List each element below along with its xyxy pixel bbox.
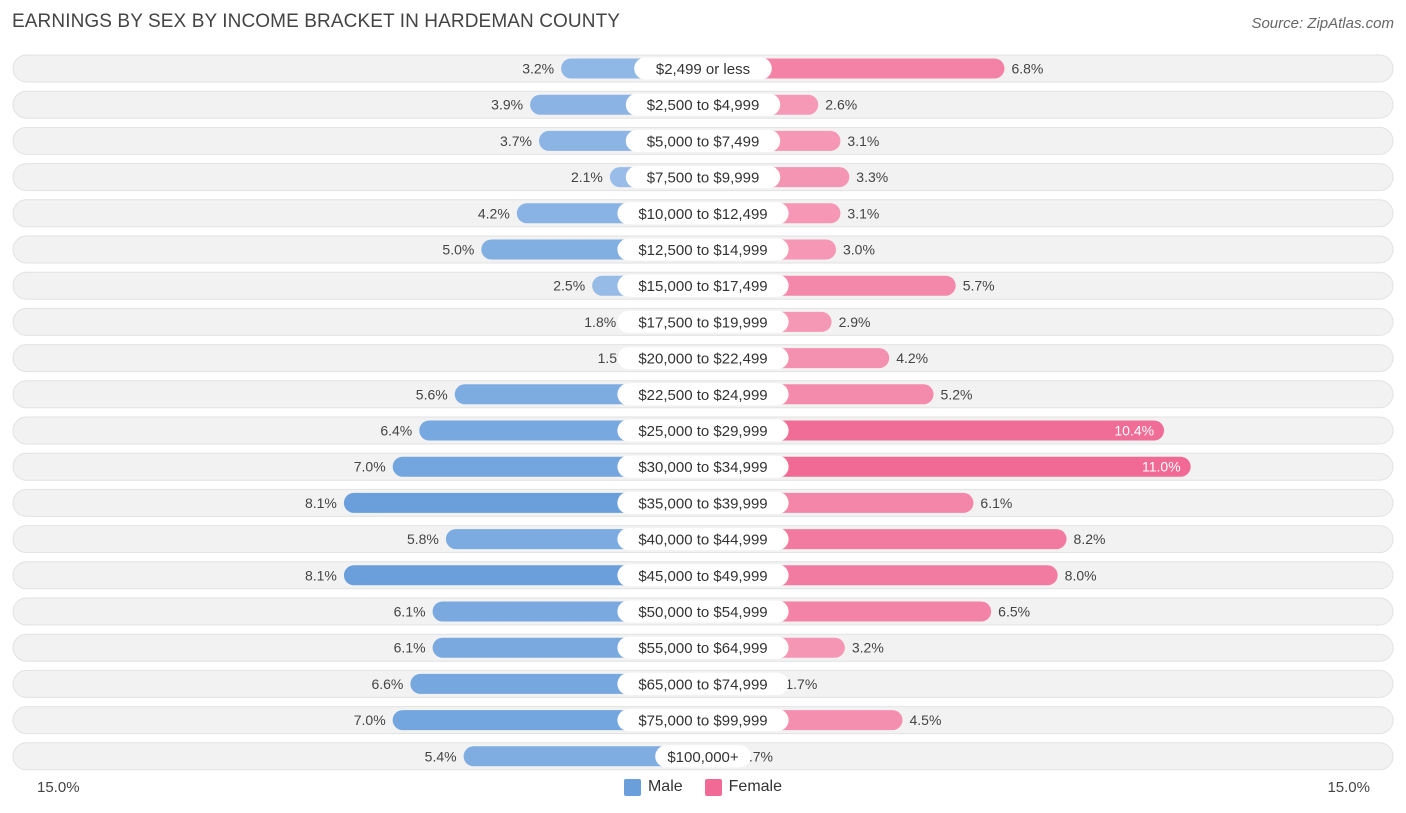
category-pill [634, 57, 772, 80]
category-label: $75,000 to $99,999 [638, 713, 767, 730]
category-pill [655, 745, 751, 768]
value-label-female: 10.4% [1114, 423, 1154, 439]
value-label-male: 5.4% [425, 748, 457, 764]
value-label-male: 6.4% [380, 423, 412, 439]
legend-label-female: Female [728, 778, 783, 795]
value-label-male: 6.6% [371, 676, 403, 692]
axis-left-label: 15.0% [37, 779, 80, 796]
value-label-female: 3.3% [856, 169, 888, 185]
category-label: $12,500 to $14,999 [638, 242, 767, 259]
value-label-female: 3.0% [843, 242, 875, 258]
category-pill [617, 528, 789, 551]
bar-male [343, 492, 703, 513]
category-pill [617, 238, 789, 261]
bar-male [343, 565, 703, 586]
value-label-female: 5.2% [941, 386, 973, 402]
value-label-male: 1.8% [584, 314, 616, 330]
category-label: $17,500 to $19,999 [638, 314, 767, 331]
bar-female [703, 420, 1165, 441]
value-label-male: 6.1% [394, 640, 426, 656]
category-pill [617, 202, 789, 225]
value-label-female: 3.1% [847, 133, 879, 149]
value-label-male: 2.1% [571, 169, 603, 185]
category-label: $15,000 to $17,499 [638, 278, 767, 295]
category-pill [617, 709, 789, 732]
category-label: $2,499 or less [656, 61, 750, 78]
bar-female [703, 58, 1005, 79]
bar-female [703, 529, 1067, 550]
value-label-female: 6.1% [980, 495, 1012, 511]
value-label-female: 5.7% [963, 278, 995, 294]
bar-female [703, 456, 1191, 477]
category-label: $35,000 to $39,999 [638, 495, 767, 512]
category-pill [617, 274, 789, 297]
value-label-male: 2.5% [553, 278, 585, 294]
value-label-male: 7.0% [354, 459, 386, 475]
legend: Male Female [0, 778, 1406, 796]
source-credit: Source: ZipAtlas.com [1251, 15, 1394, 32]
category-pill [617, 419, 789, 442]
category-pill [617, 491, 789, 514]
value-label-female: 2.6% [825, 97, 857, 113]
category-label: $10,000 to $12,499 [638, 206, 767, 223]
category-label: $65,000 to $74,999 [638, 676, 767, 693]
value-label-female: 6.5% [998, 604, 1030, 620]
value-label-male: 4.2% [478, 205, 510, 221]
value-label-male: 6.1% [394, 604, 426, 620]
category-pill [625, 166, 781, 189]
category-pill [617, 455, 789, 478]
category-label: $25,000 to $29,999 [638, 423, 767, 440]
value-label-male: 3.2% [522, 61, 554, 77]
value-label-female: 4.5% [910, 712, 942, 728]
category-pill [617, 600, 789, 623]
legend-item-female: Female [704, 778, 783, 796]
value-label-male: 8.1% [305, 567, 337, 583]
value-label-female: 1.7% [785, 676, 817, 692]
bar-female [703, 565, 1058, 586]
value-label-female: 4.2% [896, 350, 928, 366]
category-pill [617, 636, 789, 659]
value-label-male: 7.0% [354, 712, 386, 728]
value-label-female: 6.8% [1011, 61, 1043, 77]
legend-swatch-male [623, 778, 641, 796]
category-label: $100,000+ [667, 749, 739, 766]
category-label: $50,000 to $54,999 [638, 604, 767, 621]
category-label: $40,000 to $44,999 [638, 532, 767, 549]
category-label: $20,000 to $22,499 [638, 351, 767, 368]
value-label-female: 11.0% [1142, 459, 1181, 475]
value-label-male: 5.8% [407, 531, 439, 547]
category-pill [617, 383, 789, 406]
category-label: $45,000 to $49,999 [638, 568, 767, 585]
legend-label-male: Male [647, 778, 683, 795]
value-label-male: 3.9% [491, 97, 523, 113]
legend-swatch-female [704, 778, 722, 796]
category-label: $30,000 to $34,999 [638, 459, 767, 476]
category-pill [617, 347, 789, 370]
category-label: $7,500 to $9,999 [647, 170, 760, 187]
category-pill [617, 310, 789, 333]
value-label-male: 5.6% [416, 386, 448, 402]
value-label-male: 8.1% [305, 495, 337, 511]
chart-title: EARNINGS BY SEX BY INCOME BRACKET IN HAR… [12, 11, 621, 32]
category-pill [625, 129, 781, 152]
value-label-female: 2.9% [839, 314, 871, 330]
category-pill [617, 672, 789, 695]
axis-right-label: 15.0% [1327, 779, 1370, 796]
category-label: $5,000 to $7,499 [647, 133, 760, 150]
value-label-female: 3.1% [847, 205, 879, 221]
category-label: $55,000 to $64,999 [638, 640, 767, 657]
category-pill [625, 93, 781, 116]
value-label-female: 8.0% [1065, 567, 1097, 583]
bar-male [463, 746, 703, 767]
category-label: $2,500 to $4,999 [647, 97, 760, 114]
value-label-female: 8.2% [1074, 531, 1106, 547]
legend-item-male: Male [623, 778, 683, 796]
value-label-male: 3.7% [500, 133, 532, 149]
category-pill [617, 564, 789, 587]
value-label-female: 3.2% [852, 640, 884, 656]
category-label: $22,500 to $24,999 [638, 387, 767, 404]
value-label-male: 5.0% [442, 242, 474, 258]
